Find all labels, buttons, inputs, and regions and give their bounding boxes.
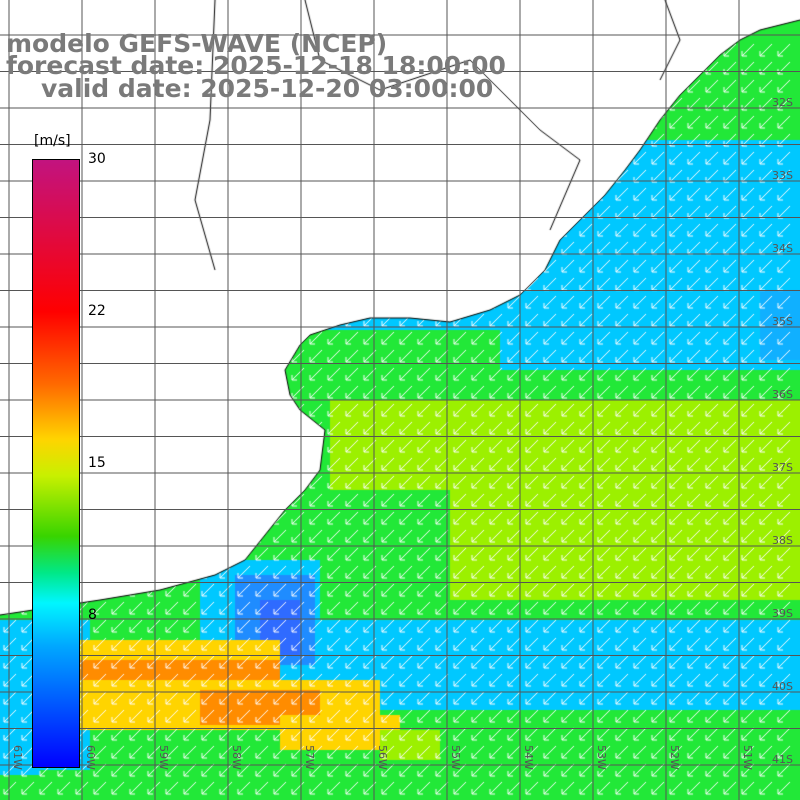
lon-label: 52W [668, 745, 681, 770]
lon-label: 53W [595, 745, 608, 770]
legend-unit: [m/s] [34, 133, 71, 149]
lat-label: 41S [772, 753, 793, 766]
lon-label: 51W [741, 745, 754, 770]
lon-label: 61W [11, 745, 24, 770]
lat-label: 34S [772, 242, 793, 255]
lon-label: 58W [230, 745, 243, 770]
legend-tick-8: 8 [88, 607, 97, 623]
lat-label: 36S [772, 388, 793, 401]
legend-tick-22: 22 [88, 303, 106, 319]
lon-label: 59W [157, 745, 170, 770]
lat-label: 32S [772, 96, 793, 109]
lat-label: 39S [772, 607, 793, 620]
lat-label: 35S [772, 315, 793, 328]
lon-label: 57W [303, 745, 316, 770]
lon-label: 60W [84, 745, 97, 770]
legend-tick-15: 15 [88, 455, 106, 471]
lon-label: 56W [376, 745, 389, 770]
lat-label: 33S [772, 169, 793, 182]
lat-label: 37S [772, 461, 793, 474]
lat-label: 40S [772, 680, 793, 693]
lon-label: 55W [449, 745, 462, 770]
forecast-date: forecast date: 2025-12-18 18:00:00 [6, 51, 506, 80]
lon-label: 54W [522, 745, 535, 770]
legend-tick-30: 30 [88, 151, 106, 167]
valid-date: valid date: 2025-12-20 03:00:00 [41, 74, 494, 103]
lat-label: 38S [772, 534, 793, 547]
color-scale-bar [32, 159, 80, 768]
model-title: modelo GEFS-WAVE (NCEP) [6, 29, 388, 58]
